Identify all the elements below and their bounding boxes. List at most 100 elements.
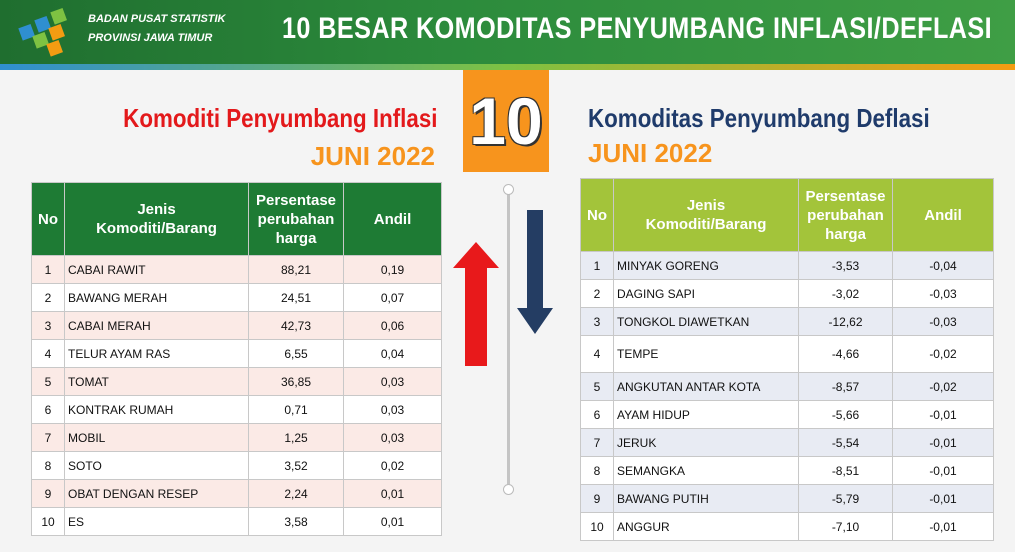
- row-pct: 42,73: [248, 311, 344, 340]
- row-name: MINYAK GORENG: [613, 251, 799, 280]
- row-pct: -12,62: [798, 307, 893, 336]
- row-andil: 0,02: [343, 451, 442, 480]
- center-divider: [507, 188, 510, 490]
- page-title: 10 BESAR KOMODITAS PENYUMBANG INFLASI/DE…: [282, 12, 993, 45]
- row-no: 8: [580, 456, 614, 485]
- top-ten-badge: 10: [463, 70, 549, 172]
- row-no: 6: [31, 395, 65, 424]
- table-row: 6 KONTRAK RUMAH 0,71 0,03: [31, 395, 442, 424]
- row-no: 10: [580, 512, 614, 541]
- row-name: CABAI MERAH: [64, 311, 249, 340]
- row-andil: -0,01: [892, 400, 994, 429]
- row-andil: 0,06: [343, 311, 442, 340]
- divider-dot-top: [503, 184, 514, 195]
- col-pers-line1: Persentase: [255, 191, 337, 209]
- row-pct: -3,53: [798, 251, 893, 280]
- table-row: 4 TELUR AYAM RAS 6,55 0,04: [31, 339, 442, 368]
- row-name: OBAT DENGAN RESEP: [64, 479, 249, 508]
- org-line-2: PROVINSI JAWA TIMUR: [88, 32, 213, 44]
- col-pers-line2: perubahan: [257, 210, 335, 228]
- row-andil: 0,01: [343, 507, 442, 536]
- col-pers-line3: harga: [275, 229, 317, 247]
- row-andil: -0,01: [892, 484, 994, 513]
- org-line-1: BADAN PUSAT STATISTIK: [88, 13, 226, 25]
- row-andil: 0,03: [343, 423, 442, 452]
- row-andil: 0,03: [343, 395, 442, 424]
- col-persentase: Persentase perubahan harga: [248, 182, 344, 256]
- col-jenis: Jenis Komoditi/Barang: [613, 178, 799, 252]
- row-no: 4: [31, 339, 65, 368]
- row-name: SEMANGKA: [613, 456, 799, 485]
- col-andil: Andil: [892, 178, 994, 252]
- row-name: JERUK: [613, 428, 799, 457]
- row-pct: -5,66: [798, 400, 893, 429]
- header-stripe: [0, 64, 1015, 70]
- row-andil: 0,07: [343, 283, 442, 312]
- table-row: 3 CABAI MERAH 42,73 0,06: [31, 311, 442, 340]
- row-no: 7: [31, 423, 65, 452]
- col-jenis-line1: Jenis: [137, 201, 176, 218]
- row-name: ES: [64, 507, 249, 536]
- row-pct: -5,79: [798, 484, 893, 513]
- row-andil: 0,19: [343, 255, 442, 284]
- row-no: 6: [580, 400, 614, 429]
- table-row: 10 ANGGUR -7,10 -0,01: [580, 512, 994, 541]
- row-name: TEMPE: [613, 335, 799, 373]
- row-no: 4: [580, 335, 614, 373]
- row-pct: -5,54: [798, 428, 893, 457]
- col-pers-line2: perubahan: [807, 206, 884, 224]
- row-pct: 88,21: [248, 255, 344, 284]
- row-no: 7: [580, 428, 614, 457]
- deflasi-month: JUNI 2022: [588, 138, 713, 168]
- table-row: 2 BAWANG MERAH 24,51 0,07: [31, 283, 442, 312]
- table-row: 5 TOMAT 36,85 0,03: [31, 367, 442, 396]
- inflasi-title: Komoditi Penyumbang Inflasi: [122, 103, 437, 133]
- row-pct: 36,85: [248, 367, 344, 396]
- row-andil: -0,03: [892, 279, 994, 308]
- row-pct: -7,10: [798, 512, 893, 541]
- row-no: 1: [31, 255, 65, 284]
- table-row: 9 OBAT DENGAN RESEP 2,24 0,01: [31, 479, 442, 508]
- row-name: CABAI RAWIT: [64, 255, 249, 284]
- table-row: 10 ES 3,58 0,01: [31, 507, 442, 536]
- table-row: 3 TONGKOL DIAWETKAN -12,62 -0,03: [580, 307, 994, 336]
- row-pct: 3,58: [248, 507, 344, 536]
- row-no: 9: [580, 484, 614, 513]
- row-no: 2: [31, 283, 65, 312]
- row-andil: -0,01: [892, 512, 994, 541]
- table-row: 6 AYAM HIDUP -5,66 -0,01: [580, 400, 994, 429]
- table-row: 2 DAGING SAPI -3,02 -0,03: [580, 279, 994, 308]
- divider-dot-bottom: [503, 484, 514, 495]
- row-andil: -0,02: [892, 372, 994, 401]
- row-andil: -0,01: [892, 456, 994, 485]
- table-row: 5 ANGKUTAN ANTAR KOTA -8,57 -0,02: [580, 372, 994, 401]
- row-name: DAGING SAPI: [613, 279, 799, 308]
- row-name: ANGKUTAN ANTAR KOTA: [613, 372, 799, 401]
- row-pct: 1,25: [248, 423, 344, 452]
- table-row: 8 SOTO 3,52 0,02: [31, 451, 442, 480]
- row-no: 2: [580, 279, 614, 308]
- col-jenis-line1: Jenis: [686, 197, 726, 214]
- row-andil: -0,04: [892, 251, 994, 280]
- col-pers-line1: Persentase: [805, 187, 886, 205]
- table-row: 7 MOBIL 1,25 0,03: [31, 423, 442, 452]
- row-no: 1: [580, 251, 614, 280]
- deflasi-title: Komoditas Penyumbang Deflasi: [588, 103, 930, 133]
- row-pct: -4,66: [798, 335, 893, 373]
- row-no: 5: [31, 367, 65, 396]
- row-pct: -8,51: [798, 456, 893, 485]
- col-jenis-line2: Komoditi/Barang: [645, 216, 767, 233]
- row-andil: -0,03: [892, 307, 994, 336]
- row-pct: 3,52: [248, 451, 344, 480]
- row-andil: -0,01: [892, 428, 994, 457]
- table-row: 7 JERUK -5,54 -0,01: [580, 428, 994, 457]
- row-name: MOBIL: [64, 423, 249, 452]
- arrow-up-icon: [453, 242, 499, 366]
- col-no: No: [31, 182, 65, 256]
- row-andil: 0,04: [343, 339, 442, 368]
- row-pct: -8,57: [798, 372, 893, 401]
- row-pct: -3,02: [798, 279, 893, 308]
- table-row: 4 TEMPE -4,66 -0,02: [580, 335, 994, 373]
- row-pct: 6,55: [248, 339, 344, 368]
- row-name: BAWANG MERAH: [64, 283, 249, 312]
